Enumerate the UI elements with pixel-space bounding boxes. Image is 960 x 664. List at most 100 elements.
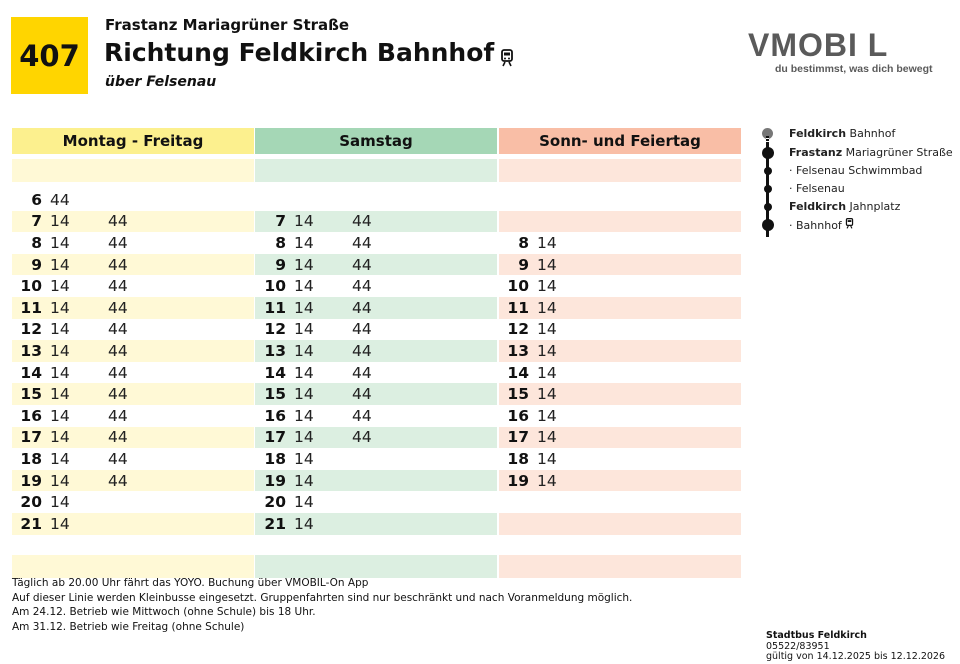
minute-cell: 44 (352, 406, 372, 425)
hour-cell: 12 (264, 320, 286, 339)
hour-cell: 9 (518, 255, 529, 274)
minute-cell: 14 (294, 341, 314, 360)
table-row: 21 14 (255, 512, 497, 535)
hour-cell: 15 (507, 385, 529, 404)
hour-cell: 12 (20, 320, 42, 339)
table-row (499, 210, 741, 233)
minute-cell: 44 (352, 298, 372, 317)
hour-cell: 10 (507, 277, 529, 296)
hour-cell: 6 (31, 190, 42, 209)
note-line: Am 31.12. Betrieb wie Freitag (ohne Schu… (12, 620, 245, 633)
minute-cell: 44 (352, 363, 372, 382)
hour-cell: 19 (507, 471, 529, 490)
hour-cell: 18 (20, 449, 42, 468)
hour-cell: 7 (275, 212, 286, 231)
timetable-column-weekday: Montag - Freitag 6 44 7 14 44 8 14 44 9 14 44 10 14 44… (12, 128, 254, 578)
timetable-column-sunday-holiday: Sonn- und Feiertag 8 14 9 14 10 14 11 14 12 14 13 14… (499, 128, 741, 578)
table-row: 10 14 44 (255, 275, 497, 297)
route-stop: Feldkirch Jahnplatz (789, 200, 901, 213)
minute-cell: 14 (537, 385, 557, 404)
table-row: 12 14 44 (255, 319, 497, 341)
hour-cell: 17 (507, 428, 529, 447)
hour-cell: 19 (264, 471, 286, 490)
stop-dot-icon (763, 185, 772, 193)
hour-cell: 10 (20, 277, 42, 296)
table-row: 18 14 44 (12, 448, 254, 470)
minute-cell: 44 (108, 363, 128, 382)
minute-cell: 14 (294, 363, 314, 382)
minute-cell: 44 (352, 277, 372, 296)
hour-cell: 8 (275, 233, 286, 252)
minute-cell: 14 (537, 320, 557, 339)
minute-cell: 14 (50, 449, 70, 468)
table-row: 17 14 (499, 426, 741, 449)
minute-cell: 14 (50, 471, 70, 490)
operator-phone: 05522/83951 (766, 640, 830, 652)
minute-cell: 44 (108, 406, 128, 425)
hour-cell: 10 (264, 277, 286, 296)
table-row: 12 14 (499, 319, 741, 341)
minute-cell: 14 (294, 212, 314, 231)
minute-cell: 14 (50, 298, 70, 317)
table-row: 6 44 (12, 189, 254, 211)
direction-text: Richtung Feldkirch Bahnhof (104, 38, 495, 67)
minute-cell: 14 (50, 255, 70, 274)
direction-title: Richtung Feldkirch Bahnhof (104, 38, 514, 67)
hour-cell: 8 (31, 233, 42, 252)
table-row: 20 14 (255, 491, 497, 513)
hour-cell: 12 (507, 320, 529, 339)
hour-cell: 11 (20, 298, 42, 317)
minute-cell: 44 (108, 341, 128, 360)
minute-cell: 14 (50, 341, 70, 360)
minute-cell: 14 (294, 493, 314, 512)
header-spacer-row (12, 159, 254, 182)
minute-cell: 44 (352, 428, 372, 447)
table-row: 16 14 44 (12, 405, 254, 427)
table-row: 19 14 (255, 469, 497, 492)
stop-dot-icon (761, 147, 774, 159)
via-text: über Felsenau (105, 74, 217, 90)
table-row: 15 14 (499, 383, 741, 405)
footer-spacer-row (255, 554, 497, 578)
minute-cell: 14 (50, 406, 70, 425)
validity-period: gültig von 14.12.2025 bis 12.12.2026 (766, 651, 946, 662)
table-row (499, 189, 741, 211)
hour-cell: 14 (507, 363, 529, 382)
table-row: 14 14 44 (12, 362, 254, 384)
hour-cell: 9 (31, 255, 42, 274)
hour-cell: 16 (507, 406, 529, 425)
table-row: 13 14 44 (12, 340, 254, 362)
minute-cell: 14 (537, 277, 557, 296)
hour-cell: 18 (507, 449, 529, 468)
minute-cell: 14 (50, 277, 70, 296)
train-icon (500, 44, 514, 66)
hour-cell: 14 (20, 363, 42, 382)
footer-spacer-row (499, 554, 741, 578)
hour-cell: 15 (264, 385, 286, 404)
minute-cell: 14 (50, 385, 70, 404)
minute-cell: 14 (294, 320, 314, 339)
minute-cell: 44 (352, 233, 372, 252)
hour-cell: 17 (20, 428, 42, 447)
hour-cell: 20 (20, 493, 42, 512)
table-row (499, 491, 741, 513)
header-spacer-row (255, 159, 497, 182)
minute-cell: 14 (294, 471, 314, 490)
table-row: 19 14 44 (12, 469, 254, 492)
table-row: 11 14 44 (255, 296, 497, 319)
stop-dot-icon (761, 219, 774, 231)
minute-cell: 14 (50, 363, 70, 382)
hour-cell: 13 (507, 341, 529, 360)
operator-name: Stadtbus Feldkirch (766, 630, 867, 641)
minute-cell: 14 (294, 233, 314, 252)
minute-cell: 44 (108, 298, 128, 317)
minute-cell: 14 (294, 449, 314, 468)
table-row: 8 14 44 (12, 232, 254, 254)
from-stop: Frastanz Mariagrüner Straße (105, 16, 350, 34)
minute-cell: 44 (108, 255, 128, 274)
table-row: 8 14 (499, 232, 741, 254)
minute-cell: 14 (294, 277, 314, 296)
hour-cell: 18 (264, 449, 286, 468)
minute-cell: 44 (352, 320, 372, 339)
minute-cell: 14 (50, 320, 70, 339)
